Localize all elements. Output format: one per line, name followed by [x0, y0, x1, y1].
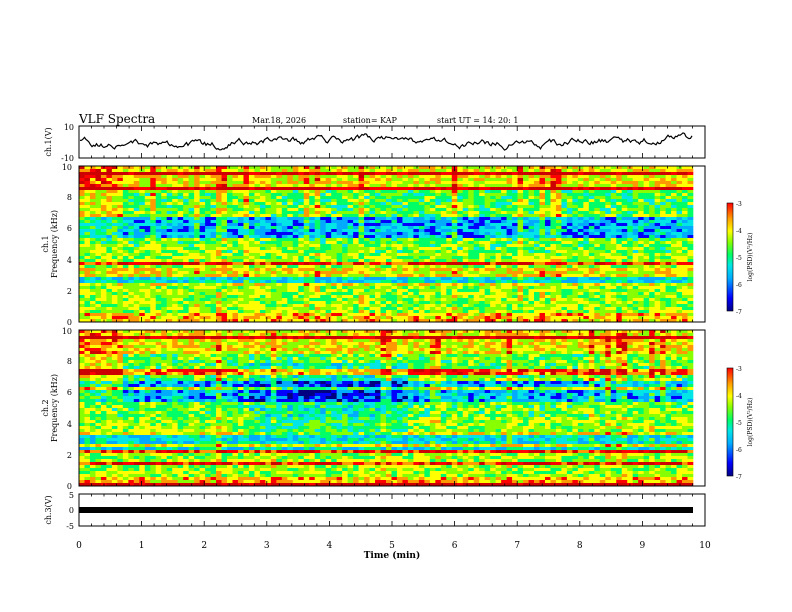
ch2-ytick-4: 4: [67, 420, 72, 429]
xtick-label-5: 5: [389, 541, 395, 551]
ch1-colorbar: -3 -4 -5 -6 -7 log(PSD)(V²/Hz): [726, 201, 754, 316]
ch2-yticks: 0 2 4 6 8 10: [62, 327, 72, 491]
xtick-label-3: 3: [264, 541, 270, 551]
header-date: Mar.18, 2026: [252, 116, 306, 125]
ch2-cb-tick-m4: -4: [736, 393, 742, 400]
xtick-label-1: 1: [139, 541, 145, 551]
ch1-colorbar-label: log(PSD)(V²/Hz): [747, 233, 754, 282]
ch1-ytick-0: 0: [67, 318, 72, 327]
xtick-label-7: 7: [514, 541, 520, 551]
xtick-label-10: 10: [699, 541, 711, 551]
ch1-ytick-8: 8: [67, 193, 72, 202]
ch1-ytick-4: 4: [67, 256, 72, 265]
figure-title: VLF Spectra: [78, 112, 155, 126]
ch1-colorbar-gradient: [726, 202, 734, 312]
ch2-cb-tick-m5: -5: [736, 420, 742, 427]
ch2-ytick-8: 8: [67, 357, 72, 366]
header-station: station= KAP: [343, 116, 398, 125]
ch3-waveform-panel: 5 0 -5 ch.3(V): [44, 491, 706, 531]
ch1-ytick-bottom: -10: [61, 154, 74, 163]
ch2-freq-ylabel: Frequency (kHz): [50, 374, 59, 442]
xtick-label-9: 9: [640, 541, 646, 551]
xtick-label-2: 2: [201, 541, 207, 551]
ch3-waveform-xticks: [78, 494, 706, 526]
ch3-waveform-trace: [79, 507, 693, 513]
ch1-spectrogram-xticks: [78, 166, 706, 322]
ch1-cb-tick-m6: -6: [736, 282, 742, 289]
ch2-ytick-2: 2: [67, 451, 72, 460]
ch3-ytick-top: 5: [69, 491, 74, 500]
ch1-ytick-10: 10: [62, 163, 72, 172]
ch2-colorbar-gradient: [726, 367, 734, 477]
ch2-channel-label: ch.2: [41, 399, 50, 416]
x-axis-title: Time (min): [364, 550, 421, 561]
ch3-ytick-mid: 0: [69, 506, 74, 515]
ch2-colorbar-label: log(PSD)(V²/Hz): [747, 398, 754, 447]
ch1-ytick-6: 6: [67, 224, 72, 233]
xtick-label-6: 6: [452, 541, 458, 551]
ch1-cb-tick-m5: -5: [736, 255, 742, 262]
ch3-ylabel: ch.3(V): [44, 495, 53, 524]
ch2-spectrogram-panel: 0 2 4 6 8 10 Frequency (kHz) ch.2 -3 -4 …: [41, 327, 754, 491]
ch1-freq-ylabel: Frequency (kHz): [50, 210, 59, 278]
xtick-label-0: 0: [76, 541, 82, 551]
ch2-ytick-6: 6: [67, 388, 72, 397]
ch1-waveform-line: [79, 132, 693, 151]
ch2-ytick-0: 0: [67, 482, 72, 491]
x-axis-labels: 0 1 2 3 4 5 6 7 8 9 10 Time (min): [76, 541, 711, 561]
ch3-ytick-bottom: -5: [66, 522, 74, 531]
ch2-spectrogram-xticks: [78, 330, 706, 486]
ch1-channel-label: ch.1: [41, 235, 50, 252]
ch2-cb-tick-m6: -6: [736, 447, 742, 454]
ch1-waveform-panel: 10 -10 ch.1(V): [44, 123, 706, 163]
ch2-ytick-10: 10: [62, 327, 72, 336]
ch1-cb-tick-m3: -3: [736, 201, 742, 208]
ch1-spectrogram-image: [79, 166, 705, 323]
ch1-spectrogram-panel: 0 2 4 6 8 10 Frequency (kHz) ch.1 -3 -4 …: [41, 163, 754, 327]
ch2-spectrogram-image: [79, 330, 705, 487]
ch1-cb-tick-m4: -4: [736, 228, 742, 235]
ch2-cb-tick-m3: -3: [736, 366, 742, 373]
ch1-ytick-2: 2: [67, 287, 72, 296]
ch2-cb-tick-m7: -7: [736, 474, 742, 481]
ch1-yticks: 0 2 4 6 8 10: [62, 163, 72, 327]
ch1-cb-tick-m7: -7: [736, 309, 742, 316]
ch2-colorbar: -3 -4 -5 -6 -7 log(PSD)(V²/Hz): [726, 366, 754, 481]
ch1-ytick-top: 10: [64, 123, 74, 132]
ch1-waveform-xticks: [78, 126, 706, 158]
ch1-ylabel: ch.1(V): [44, 127, 53, 156]
xtick-label-8: 8: [577, 541, 583, 551]
header-start-time: start UT = 14: 20: 1: [437, 116, 518, 125]
xtick-label-4: 4: [327, 541, 333, 551]
